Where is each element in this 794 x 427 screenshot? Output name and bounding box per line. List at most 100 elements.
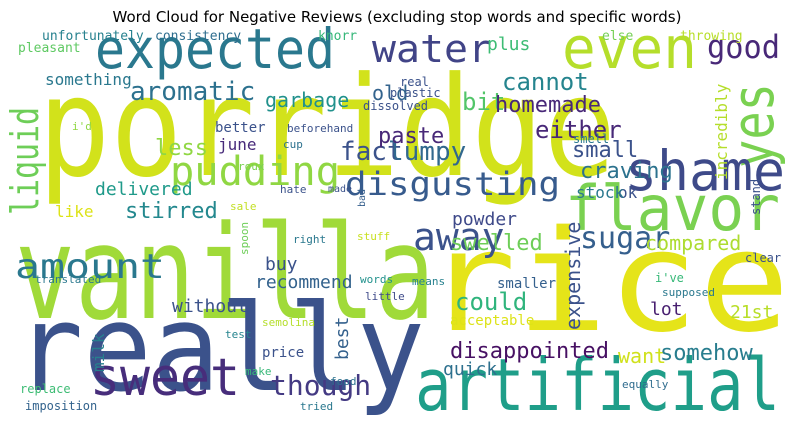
- word: translated: [35, 273, 101, 286]
- word: without: [172, 296, 248, 317]
- word: delivered: [95, 179, 193, 200]
- word: stuff: [357, 230, 390, 243]
- word: tried: [300, 400, 333, 413]
- word: words: [360, 273, 393, 286]
- word: hate: [280, 183, 307, 196]
- word: pudding: [170, 149, 340, 195]
- word: equally: [622, 378, 669, 391]
- word: knorr: [318, 29, 357, 44]
- chart-title: Word Cloud for Negative Reviews (excludi…: [113, 8, 682, 26]
- word: powder: [452, 209, 517, 230]
- word: incredibly: [712, 83, 731, 180]
- word: unfortunately: [42, 29, 144, 44]
- word: replace: [20, 382, 71, 396]
- word: small: [572, 138, 638, 163]
- word: throwing: [680, 29, 743, 44]
- word: disgusting: [345, 165, 560, 203]
- word: shame: [625, 139, 785, 203]
- word: want: [618, 344, 666, 368]
- word: lot: [650, 299, 683, 320]
- word: even: [562, 14, 697, 82]
- word: made: [328, 184, 352, 195]
- word: food: [330, 375, 357, 388]
- word: ok: [618, 183, 638, 202]
- word: spoon: [238, 222, 251, 255]
- word: make: [245, 365, 272, 378]
- word: stirred: [125, 199, 218, 224]
- word: water: [372, 27, 492, 71]
- word: disappointed: [450, 339, 609, 364]
- word: sweet: [90, 348, 240, 408]
- word: expensive: [561, 222, 585, 330]
- word: semolina: [262, 316, 315, 329]
- word: 21st: [730, 302, 773, 323]
- word: vanilla: [15, 197, 435, 349]
- word: real: [400, 75, 429, 89]
- word: bad: [357, 189, 368, 207]
- word: away: [413, 215, 505, 259]
- word: else: [602, 29, 633, 44]
- word: plastic: [390, 86, 441, 100]
- word: price: [262, 345, 304, 361]
- word: fact: [340, 137, 403, 167]
- word: stock: [576, 183, 625, 202]
- word: june: [218, 135, 257, 154]
- word: rice: [425, 201, 790, 364]
- word: recommend: [255, 272, 353, 293]
- word: bit: [462, 88, 505, 116]
- word: smaller: [497, 276, 556, 292]
- word: quick: [443, 359, 497, 380]
- word: garbage: [265, 88, 349, 112]
- word: cannot: [502, 68, 589, 96]
- word: right: [293, 233, 326, 246]
- word: somehow: [660, 341, 753, 366]
- word: less: [155, 136, 208, 161]
- word: sale: [230, 200, 257, 213]
- word: i'd: [72, 120, 92, 133]
- word: flavor: [565, 172, 780, 245]
- word: roux: [238, 160, 265, 173]
- word: better: [215, 120, 266, 136]
- word: lumpy: [388, 137, 466, 167]
- word: aromatic: [130, 77, 255, 107]
- word: clear: [745, 251, 781, 265]
- word: could: [455, 288, 527, 316]
- word: though: [270, 369, 371, 402]
- word: craving: [580, 159, 673, 184]
- word: imposition: [25, 399, 97, 413]
- word: paste: [378, 124, 444, 149]
- word: good: [707, 28, 780, 66]
- word: swelled: [450, 231, 543, 256]
- word: means: [412, 275, 445, 288]
- word: i've: [655, 271, 684, 285]
- word: expected: [95, 17, 335, 81]
- word: acceptable: [450, 313, 534, 329]
- cloud-area: [10, 30, 785, 420]
- word: stand: [749, 179, 763, 215]
- word: compared: [645, 231, 741, 255]
- word: supposed: [662, 286, 715, 299]
- word: either: [535, 116, 622, 144]
- word: old: [372, 81, 408, 105]
- word: really: [15, 280, 425, 419]
- word: like: [55, 202, 94, 221]
- word: smell: [573, 132, 609, 146]
- word: sugar: [580, 221, 670, 256]
- word: yes: [719, 83, 787, 168]
- word: cup: [283, 138, 303, 151]
- word: plus: [487, 34, 530, 55]
- word: something: [45, 70, 132, 89]
- word: porridge: [38, 47, 616, 208]
- word: milk: [89, 333, 108, 372]
- word: homemade: [495, 93, 601, 118]
- word: best: [332, 317, 353, 360]
- word: pleasant: [18, 41, 81, 56]
- word: test: [225, 328, 252, 341]
- word: beforehand: [287, 122, 353, 135]
- word: dissolved: [363, 99, 428, 113]
- word: amount: [15, 247, 165, 287]
- word: consistency: [155, 29, 241, 44]
- word: artificial: [415, 343, 780, 427]
- word: buy: [265, 254, 298, 275]
